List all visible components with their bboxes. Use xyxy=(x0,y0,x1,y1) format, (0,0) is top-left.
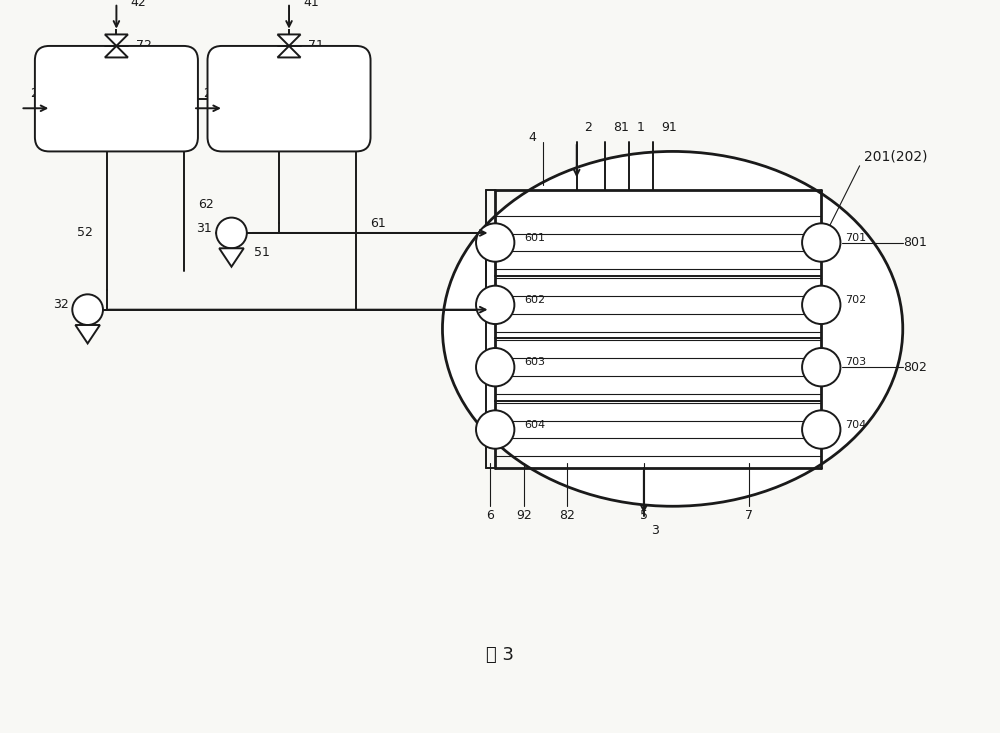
Text: 702: 702 xyxy=(845,295,866,305)
Text: 71: 71 xyxy=(308,40,324,53)
Text: 62: 62 xyxy=(198,198,214,210)
Circle shape xyxy=(476,286,514,324)
Circle shape xyxy=(476,410,514,449)
Ellipse shape xyxy=(442,152,903,507)
Text: 601: 601 xyxy=(524,233,545,243)
Text: 42: 42 xyxy=(131,0,147,10)
Text: 81: 81 xyxy=(613,121,629,134)
Circle shape xyxy=(802,224,840,262)
Text: 3: 3 xyxy=(652,523,659,537)
Text: 21: 21 xyxy=(30,87,46,100)
Text: 61: 61 xyxy=(371,217,386,230)
Polygon shape xyxy=(219,248,244,267)
Text: 6: 6 xyxy=(486,509,494,523)
Text: 72: 72 xyxy=(136,40,151,53)
Circle shape xyxy=(802,286,840,324)
Text: 41: 41 xyxy=(303,0,319,10)
Polygon shape xyxy=(105,34,128,46)
Text: 703: 703 xyxy=(845,358,866,367)
FancyBboxPatch shape xyxy=(35,46,198,152)
Text: 1: 1 xyxy=(637,121,645,134)
Text: 704: 704 xyxy=(845,420,866,430)
FancyBboxPatch shape xyxy=(208,46,371,152)
Text: 802: 802 xyxy=(903,361,927,374)
Text: 604: 604 xyxy=(524,420,545,430)
Polygon shape xyxy=(75,325,100,344)
Text: 602: 602 xyxy=(524,295,545,305)
Text: 図 3: 図 3 xyxy=(486,646,514,664)
Polygon shape xyxy=(278,46,301,57)
Text: 32: 32 xyxy=(53,298,68,312)
Circle shape xyxy=(72,295,103,325)
Text: 51: 51 xyxy=(254,246,270,259)
Circle shape xyxy=(216,218,247,248)
Text: 92: 92 xyxy=(516,509,532,523)
Text: 52: 52 xyxy=(77,226,92,240)
Text: 5: 5 xyxy=(640,509,648,523)
Text: 4: 4 xyxy=(529,130,537,144)
Text: 201(202): 201(202) xyxy=(864,150,928,163)
Circle shape xyxy=(476,348,514,386)
Text: 91: 91 xyxy=(661,121,677,134)
Text: 603: 603 xyxy=(524,358,545,367)
Text: 7: 7 xyxy=(745,509,753,523)
Circle shape xyxy=(476,224,514,262)
Text: 701: 701 xyxy=(845,233,866,243)
Text: 2: 2 xyxy=(584,121,592,134)
Polygon shape xyxy=(105,46,128,57)
Circle shape xyxy=(802,410,840,449)
Text: 31: 31 xyxy=(197,221,212,235)
Polygon shape xyxy=(278,34,301,46)
Text: 82: 82 xyxy=(559,509,575,523)
Text: 21: 21 xyxy=(203,87,218,100)
Circle shape xyxy=(802,348,840,386)
Text: 801: 801 xyxy=(903,236,927,249)
